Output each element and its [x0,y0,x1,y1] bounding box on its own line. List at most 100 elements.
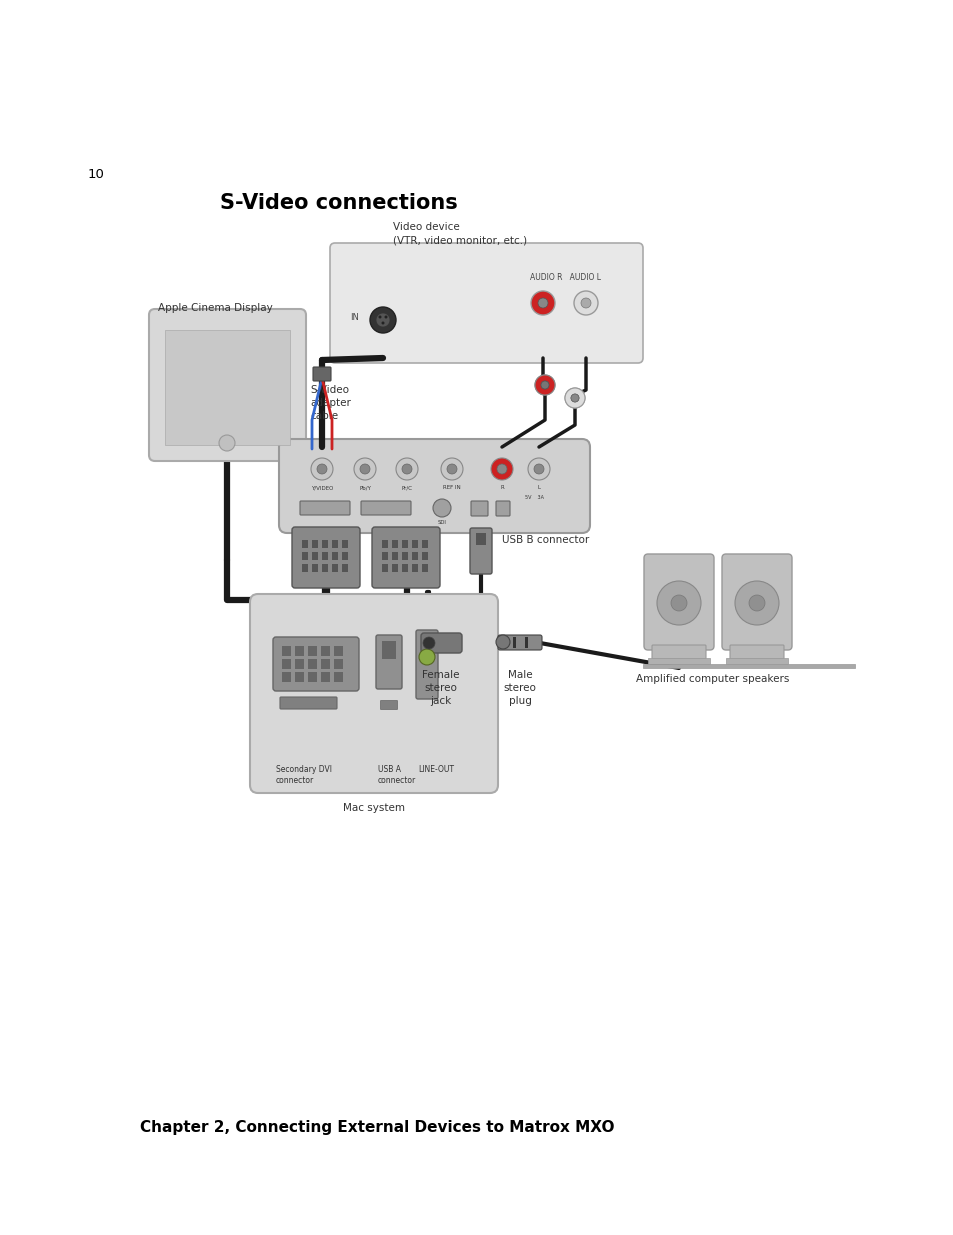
Circle shape [378,315,381,319]
Bar [421,552,428,559]
Bar [401,564,408,572]
Text: Pr/C: Pr/C [401,485,412,490]
Circle shape [497,464,506,474]
FancyBboxPatch shape [380,700,397,709]
Bar [320,646,330,656]
FancyBboxPatch shape [360,501,411,515]
Circle shape [670,595,686,611]
Circle shape [384,315,387,319]
Bar [332,564,337,572]
Circle shape [527,458,550,480]
Circle shape [580,298,590,308]
Text: L: L [537,485,540,490]
Text: IN: IN [350,312,358,322]
Circle shape [401,464,412,474]
Bar [294,659,304,669]
Text: S-Video
adapter
cable: S-Video adapter cable [310,385,351,421]
Bar [381,564,388,572]
Bar [332,552,337,559]
Bar [381,641,395,659]
Circle shape [571,394,578,403]
Circle shape [447,464,456,474]
FancyBboxPatch shape [470,529,492,574]
FancyBboxPatch shape [372,527,439,588]
Bar [412,552,417,559]
Bar [421,540,428,548]
FancyBboxPatch shape [643,555,713,650]
Circle shape [418,650,435,664]
Bar [332,540,337,548]
Bar [412,564,417,572]
Text: Apple Cinema Display: Apple Cinema Display [158,303,273,312]
Circle shape [571,394,578,403]
Bar [322,552,328,559]
Bar [392,540,397,548]
FancyBboxPatch shape [273,637,358,692]
Circle shape [748,595,764,611]
Circle shape [433,499,451,517]
Circle shape [219,435,234,451]
Bar [294,646,304,656]
Bar [282,646,291,656]
Bar [392,552,397,559]
Bar [524,637,527,648]
Text: 10: 10 [88,168,105,182]
FancyBboxPatch shape [651,645,705,659]
Bar [412,540,417,548]
Circle shape [440,458,462,480]
Bar [320,659,330,669]
Bar [334,672,343,682]
FancyBboxPatch shape [299,501,350,515]
Text: Pb/Y: Pb/Y [358,485,371,490]
FancyBboxPatch shape [471,501,488,516]
FancyBboxPatch shape [721,555,791,650]
Bar [312,552,317,559]
FancyBboxPatch shape [280,697,336,709]
Text: Mac system: Mac system [343,803,405,813]
Bar [334,646,343,656]
Text: USB A
connector: USB A connector [377,764,416,785]
Bar [308,672,316,682]
Text: Female
stereo
jack: Female stereo jack [422,671,459,706]
Circle shape [311,458,333,480]
Text: LINE-OUT: LINE-OUT [417,764,454,774]
Circle shape [564,388,584,408]
FancyBboxPatch shape [420,634,461,653]
Circle shape [359,464,370,474]
Text: Video device
(VTR, video monitor, etc.): Video device (VTR, video monitor, etc.) [393,222,527,246]
Bar [642,664,854,668]
FancyBboxPatch shape [416,630,437,699]
Text: REF IN: REF IN [442,485,460,490]
Circle shape [354,458,375,480]
Circle shape [531,291,555,315]
Bar [647,658,709,664]
Bar [476,534,485,545]
Text: DVI OUT: DVI OUT [314,529,335,534]
Bar [320,672,330,682]
Bar [312,564,317,572]
Bar [302,540,308,548]
FancyBboxPatch shape [278,438,589,534]
Circle shape [574,291,598,315]
Circle shape [395,458,417,480]
Circle shape [535,375,555,395]
FancyBboxPatch shape [330,243,642,363]
Bar [381,552,388,559]
Circle shape [534,464,543,474]
Text: R: R [499,485,503,490]
Bar [282,672,291,682]
Bar [165,330,290,445]
Circle shape [491,458,513,480]
Text: Y/VIDEO: Y/VIDEO [311,485,333,490]
Text: S-Video connections: S-Video connections [220,193,457,212]
Bar [401,540,408,548]
Text: Secondary DVI
connector: Secondary DVI connector [275,764,332,785]
Bar [725,658,787,664]
Text: Chapter 2, Connecting External Devices to Matrox MXO: Chapter 2, Connecting External Devices t… [140,1120,614,1135]
FancyBboxPatch shape [149,309,306,461]
Bar [308,659,316,669]
FancyBboxPatch shape [313,367,331,382]
FancyBboxPatch shape [496,501,510,516]
Bar [421,564,428,572]
Circle shape [422,637,435,650]
